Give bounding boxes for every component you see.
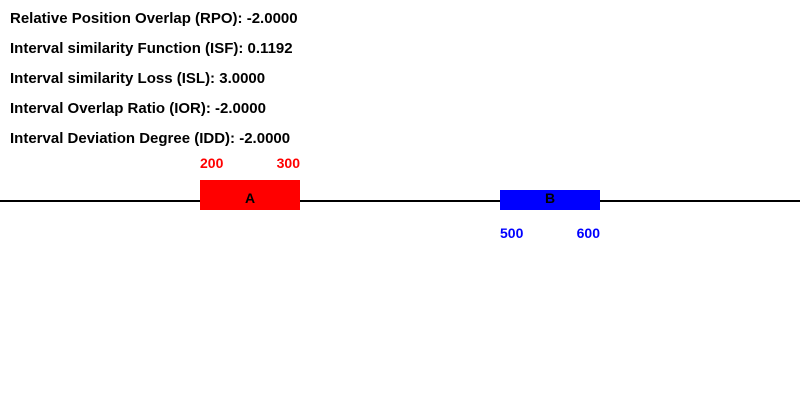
metrics-list: Relative Position Overlap (RPO): -2.0000…	[10, 10, 298, 147]
metric-label: Relative Position Overlap (RPO):	[10, 10, 247, 27]
metric-value: 3.0000	[219, 70, 265, 87]
metric-label: Interval Deviation Degree (IDD):	[10, 130, 239, 147]
metric-value: 0.1192	[248, 40, 293, 57]
metric-line: Relative Position Overlap (RPO): -2.0000	[10, 10, 298, 27]
metric-label: Interval similarity Loss (ISL):	[10, 70, 219, 87]
interval-b: B 500 600	[500, 190, 600, 241]
metric-label: Interval similarity Function (ISF):	[10, 40, 248, 57]
metric-label: Interval Overlap Ratio (IOR):	[10, 100, 215, 117]
metric-value: -2.0000	[215, 100, 266, 117]
interval-start-label: 500	[500, 225, 524, 241]
metric-value: -2.0000	[239, 130, 290, 147]
metric-line: Interval similarity Function (ISF): 0.11…	[10, 40, 293, 57]
metric-line: Interval Overlap Ratio (IOR): -2.0000	[10, 100, 266, 117]
interval-name: B	[545, 190, 555, 206]
interval-start-label: 200	[200, 155, 224, 171]
interval-end-label: 300	[277, 155, 301, 171]
metric-value: -2.0000	[247, 10, 298, 27]
interval-bar	[500, 190, 600, 210]
metric-line: Interval similarity Loss (ISL): 3.0000	[10, 70, 265, 87]
metric-line: Interval Deviation Degree (IDD): -2.0000	[10, 130, 290, 147]
interval-a: A 200 300	[200, 155, 300, 210]
interval-name: A	[245, 190, 255, 206]
interval-bar	[200, 180, 300, 210]
interval-end-label: 600	[577, 225, 601, 241]
intervals: A 200 300 B 500 600	[200, 155, 600, 241]
